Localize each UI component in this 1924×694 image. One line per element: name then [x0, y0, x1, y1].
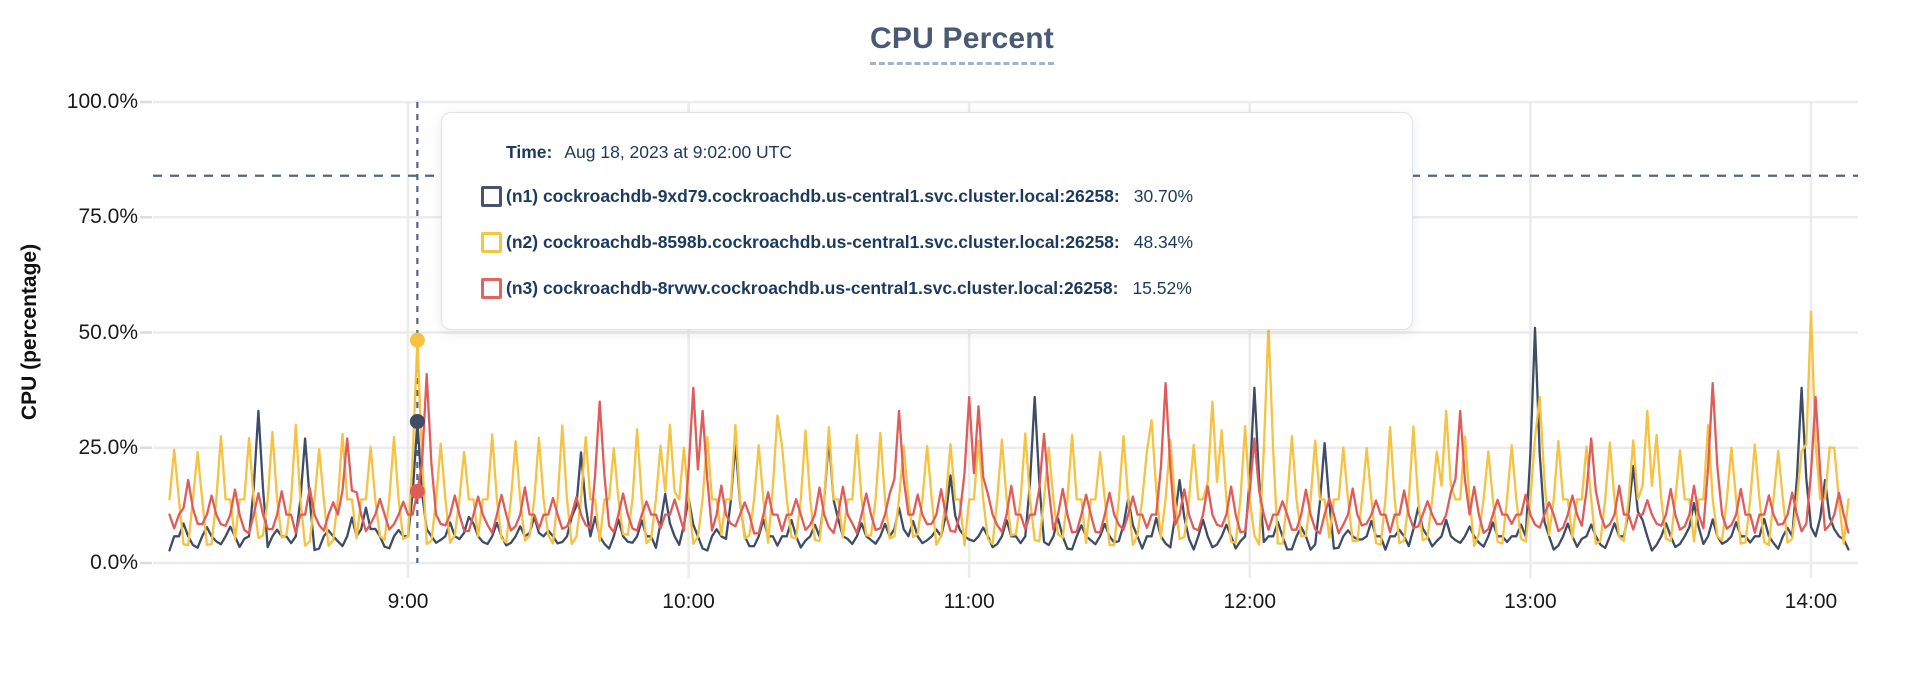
y-axis-tick-label: 75.0%: [78, 205, 138, 229]
x-axis-tick-label: 10:00: [662, 590, 715, 613]
hover-point-n3: [409, 483, 425, 499]
series-color-swatch-n1: [481, 185, 502, 207]
series-color-swatch-n2: [481, 231, 502, 253]
y-axis-tick-label: 50.0%: [78, 320, 138, 344]
tooltip-time-value: Aug 18, 2023 at 9:02:00 UTC: [564, 141, 793, 162]
tooltip-series-value: 48.34%: [1133, 231, 1194, 252]
tooltip-series-name: (n1) cockroachdb-9xd79.cockroachdb.us-ce…: [506, 185, 1120, 206]
tooltip-series-rows: (n1) cockroachdb-9xd79.cockroachdb.us-ce…: [481, 173, 1412, 311]
series-line-n1: [168, 326, 1850, 552]
tooltip-series-value: 15.52%: [1132, 277, 1192, 298]
x-axis-tick-label: 12:00: [1223, 590, 1277, 613]
hover-point-n2: [409, 332, 425, 348]
series-line-n3: [168, 372, 1850, 535]
tooltip-series-value: 30.70%: [1133, 185, 1194, 206]
chart-title: CPU Percent: [0, 22, 1924, 65]
tooltip-time-label: Time:: [506, 141, 553, 162]
hover-tooltip: Time: Aug 18, 2023 at 9:02:00 UTC (n1) c…: [441, 112, 1413, 330]
y-axis-tick-label: 0.0%: [90, 551, 138, 574]
tooltip-series-row: (n1) cockroachdb-9xd79.cockroachdb.us-ce…: [481, 173, 1412, 219]
tooltip-series-row: (n2) cockroachdb-8598b.cockroachdb.us-ce…: [481, 219, 1412, 265]
tooltip-series-name: (n3) cockroachdb-8rvwv.cockroachdb.us-ce…: [506, 277, 1119, 298]
series-line-n2: [168, 310, 1850, 548]
series-color-swatch-n3: [481, 277, 502, 299]
tooltip-time-row: Time: Aug 18, 2023 at 9:02:00 UTC: [481, 133, 1412, 171]
y-axis-tick-label: 25.0%: [78, 435, 138, 459]
hover-point-n1: [409, 413, 425, 429]
x-axis-tick-label: 14:00: [1784, 590, 1838, 613]
y-axis-tick-label: 100.0%: [66, 90, 138, 113]
x-axis-tick-label: 9:00: [387, 590, 429, 613]
x-axis-tick-label: 13:00: [1504, 590, 1557, 613]
x-axis-tick-label: 11:00: [943, 590, 995, 613]
tooltip-series-name: (n2) cockroachdb-8598b.cockroachdb.us-ce…: [506, 231, 1120, 252]
chart-title-text: CPU Percent: [870, 22, 1054, 65]
tooltip-series-row: (n3) cockroachdb-8rvwv.cockroachdb.us-ce…: [481, 265, 1412, 311]
